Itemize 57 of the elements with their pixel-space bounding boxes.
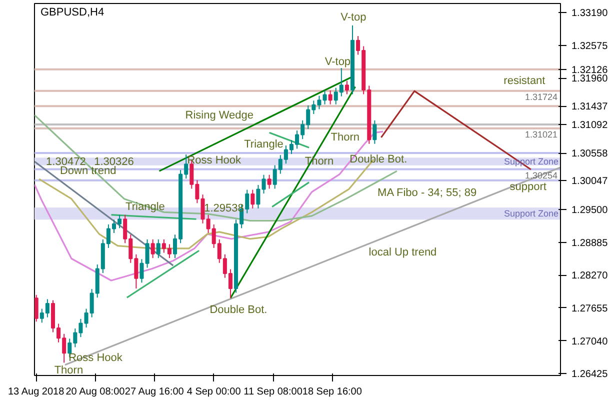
- candlestick: [156, 238, 160, 259]
- candlestick: [328, 90, 332, 105]
- annotation: Thorn: [330, 131, 360, 144]
- candlestick: [372, 120, 377, 144]
- annotation: support: [510, 181, 547, 194]
- annotation: V-top: [340, 11, 366, 24]
- candlestick: [150, 238, 155, 259]
- ref-line-label: 1.31724: [524, 92, 558, 102]
- annotation: Triangle: [244, 138, 284, 150]
- candlestick: [140, 258, 144, 284]
- candlestick: [250, 189, 255, 209]
- annotation: V-top: [324, 56, 351, 68]
- chart-title: GBPUSD,H4: [40, 6, 104, 18]
- annotation: Ross Hook: [187, 154, 242, 167]
- candlestick: [322, 90, 327, 105]
- y-tick-label: 1.32575: [572, 40, 608, 52]
- y-tick-label: 1.31092: [572, 120, 608, 132]
- annotation: Rising Wedge: [185, 110, 254, 122]
- annotation: Ross Hook: [68, 352, 123, 364]
- y-tick-label: 1.31960: [572, 74, 608, 85]
- candlestick: [145, 238, 150, 268]
- annotation: Triangle: [126, 200, 165, 213]
- candlestick: [245, 189, 250, 214]
- candlestick: [267, 174, 272, 190]
- ref-line-label: 1.31021: [524, 129, 558, 140]
- candlestick: [34, 294, 38, 322]
- candlestick: [256, 184, 260, 209]
- candlestick: [228, 268, 232, 299]
- y-tick-label: 1.27655: [572, 303, 608, 314]
- y-tick-label: 1.31437: [572, 102, 608, 113]
- x-tick-label: 27 Aug 16:00: [124, 386, 184, 398]
- x-tick-label: 11 Sep 08:00: [244, 386, 303, 398]
- annotation: resistant: [504, 74, 546, 87]
- x-tick-label: 13 Aug 2018: [8, 386, 65, 398]
- candlestick: [344, 80, 349, 95]
- x-tick-label: 4 Sep 00:00: [186, 386, 242, 398]
- candlestick: [262, 174, 266, 194]
- band-label: Support Zone: [504, 208, 559, 219]
- x-tick-label: 20 Aug 08:00: [66, 386, 126, 398]
- y-tick-label: 1.33190: [572, 8, 608, 20]
- annotation: local Up trend: [368, 246, 437, 259]
- annotation: 1.30326: [94, 156, 134, 168]
- y-tick-label: 1.30047: [572, 176, 608, 187]
- annotation: 1.30472: [46, 156, 86, 168]
- x-tick-label: 18 Sep 16:00: [302, 386, 362, 398]
- y-tick-label: 1.32126: [572, 64, 608, 76]
- y-tick-label: 1.29500: [572, 205, 608, 216]
- y-tick-label: 1.28270: [572, 270, 608, 282]
- annotation: Down trend: [60, 165, 116, 178]
- y-tick-label: 1.26425: [572, 369, 608, 380]
- y-tick-label: 1.30558: [572, 148, 608, 160]
- y-tick-label: 1.28885: [572, 238, 608, 249]
- y-tick-label: 1.27040: [572, 336, 608, 348]
- annotation: Double Bot.: [350, 153, 408, 166]
- annotation: Double Bot.: [210, 304, 268, 316]
- annotation: Thorn: [54, 364, 84, 377]
- annotation: MA Fibo - 34; 55; 89: [378, 186, 477, 199]
